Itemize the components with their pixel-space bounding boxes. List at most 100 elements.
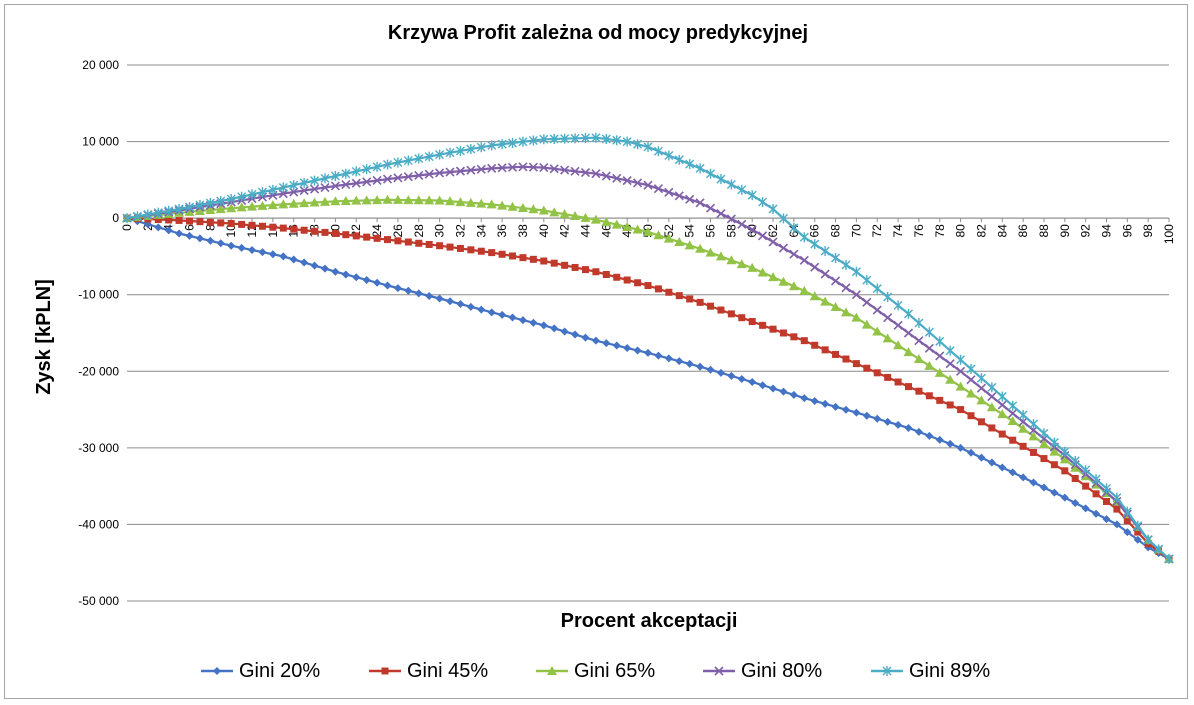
chart-frame: Krzywa Profit zależna od mocy predykcyjn… bbox=[4, 4, 1188, 699]
data-point bbox=[299, 198, 310, 208]
data-point bbox=[976, 383, 987, 393]
x-tick-label: 84 bbox=[995, 224, 1009, 238]
data-point bbox=[861, 319, 872, 329]
data-point bbox=[414, 170, 424, 180]
data-point bbox=[966, 375, 976, 385]
data-point bbox=[611, 219, 622, 229]
data-point bbox=[330, 171, 340, 182]
data-point bbox=[903, 347, 914, 357]
data-point bbox=[570, 133, 580, 144]
data-point bbox=[393, 284, 402, 293]
data-point bbox=[206, 236, 215, 245]
legend-item: Gini 45% bbox=[369, 660, 488, 682]
data-point bbox=[644, 348, 652, 357]
data-point bbox=[831, 402, 840, 411]
x-tick-label: 54 bbox=[683, 224, 697, 238]
data-point bbox=[841, 405, 850, 414]
chart-title: Krzywa Profit zależna od mocy predykcyjn… bbox=[388, 22, 808, 44]
x-tick-label: 44 bbox=[578, 224, 592, 238]
data-point bbox=[476, 164, 486, 174]
data-point bbox=[550, 324, 559, 333]
data-point bbox=[738, 314, 746, 322]
data-point bbox=[778, 276, 789, 286]
data-point bbox=[1049, 437, 1059, 448]
data-point bbox=[1009, 436, 1017, 444]
data-point bbox=[580, 212, 591, 222]
data-point bbox=[779, 329, 787, 337]
data-point bbox=[226, 203, 237, 213]
data-point bbox=[665, 288, 673, 296]
x-tick-label: 78 bbox=[933, 224, 947, 238]
y-tick-label: -10 000 bbox=[78, 288, 119, 302]
y-axis-title: Zysk [kPLN] bbox=[33, 279, 55, 395]
data-point bbox=[549, 207, 560, 217]
data-point bbox=[872, 326, 883, 336]
data-point bbox=[300, 258, 309, 267]
data-point bbox=[915, 387, 923, 395]
data-point bbox=[550, 259, 558, 267]
series-layer bbox=[122, 132, 1174, 564]
data-point bbox=[716, 368, 725, 377]
data-point bbox=[623, 344, 632, 353]
data-point bbox=[1123, 517, 1131, 525]
data-point bbox=[946, 439, 955, 448]
data-point bbox=[196, 218, 204, 226]
data-point bbox=[905, 383, 912, 391]
data-point bbox=[987, 382, 997, 393]
x-tick-label: 74 bbox=[891, 224, 905, 238]
data-point bbox=[685, 194, 695, 204]
data-point bbox=[736, 259, 747, 269]
data-point bbox=[643, 141, 653, 152]
data-point bbox=[383, 281, 392, 290]
data-point bbox=[456, 244, 464, 252]
x-tick-label: 88 bbox=[1037, 224, 1051, 238]
data-point bbox=[299, 177, 309, 188]
data-point bbox=[633, 139, 643, 150]
legend: Gini 20% Gini 45% Gini 65% Gini 80% Gini 89% bbox=[201, 660, 990, 682]
data-point bbox=[237, 191, 247, 202]
data-point bbox=[685, 159, 695, 170]
data-point bbox=[1082, 482, 1090, 490]
data-point bbox=[290, 225, 298, 233]
data-point bbox=[654, 351, 663, 360]
data-point bbox=[800, 337, 808, 345]
data-point bbox=[404, 286, 413, 295]
data-point bbox=[403, 155, 413, 166]
legend-label: Gini 89% bbox=[909, 660, 990, 682]
data-point bbox=[1018, 409, 1028, 420]
data-point bbox=[664, 187, 674, 197]
data-point bbox=[592, 268, 600, 276]
data-point bbox=[372, 161, 382, 172]
x-tick-label: 46 bbox=[599, 224, 613, 238]
data-point bbox=[966, 363, 976, 374]
data-point bbox=[925, 431, 934, 440]
data-point bbox=[884, 373, 892, 381]
data-point bbox=[779, 387, 788, 396]
data-point bbox=[821, 346, 829, 354]
data-point bbox=[227, 241, 236, 250]
data-point bbox=[830, 276, 841, 286]
data-point bbox=[351, 195, 362, 205]
data-point bbox=[810, 262, 820, 272]
data-point bbox=[540, 257, 548, 265]
data-point bbox=[778, 213, 788, 224]
x-tick-label: 90 bbox=[1058, 224, 1072, 238]
data-point bbox=[279, 224, 287, 232]
data-point bbox=[288, 198, 299, 208]
data-point bbox=[311, 227, 319, 235]
x-tick-label: 56 bbox=[704, 224, 718, 238]
data-point bbox=[707, 302, 715, 310]
data-point bbox=[612, 341, 621, 350]
data-point bbox=[507, 162, 518, 172]
data-point bbox=[976, 373, 986, 384]
data-point bbox=[903, 328, 914, 338]
data-point bbox=[341, 168, 351, 179]
data-point bbox=[726, 214, 736, 224]
data-point bbox=[612, 173, 622, 183]
data-point bbox=[997, 391, 1007, 402]
data-point bbox=[1028, 431, 1039, 441]
series-5 bbox=[122, 132, 1174, 564]
x-tick-label: 26 bbox=[391, 224, 405, 238]
data-point bbox=[497, 163, 507, 173]
data-point bbox=[257, 187, 267, 198]
